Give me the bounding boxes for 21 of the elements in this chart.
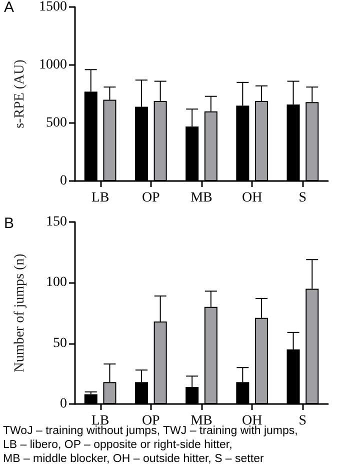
text: B xyxy=(4,215,14,232)
y-tick-label: 1500 xyxy=(39,0,67,14)
text: MB – middle blocker, OH – outside hitter, S – setter xyxy=(3,453,264,465)
y-axis-title: Number of jumps (n) xyxy=(12,253,28,372)
x-tick-label: LB xyxy=(91,190,110,206)
x-tick-label: S xyxy=(298,190,307,206)
y-axis-title: s-RPE (AU) xyxy=(12,59,28,128)
y-tick-label: 500 xyxy=(46,116,67,130)
y-tick-label: 100 xyxy=(46,275,67,290)
text: A xyxy=(4,0,14,16)
y-tick-label: 0 xyxy=(60,396,67,412)
x-tick-label: OH xyxy=(242,190,262,206)
x-tick-label: MB xyxy=(190,190,212,206)
text: LB – libero, OP – opposite or right-side hitter, xyxy=(3,439,232,451)
x-tick-label: OP xyxy=(142,414,160,428)
y-tick-label: 150 xyxy=(46,214,67,230)
x-tick-label: S xyxy=(298,414,307,428)
x-tick-label: OP xyxy=(142,190,160,206)
y-tick-label: 1000 xyxy=(39,58,67,72)
y-tick-label: 0 xyxy=(60,174,67,188)
y-tick-label: 50 xyxy=(53,336,67,351)
